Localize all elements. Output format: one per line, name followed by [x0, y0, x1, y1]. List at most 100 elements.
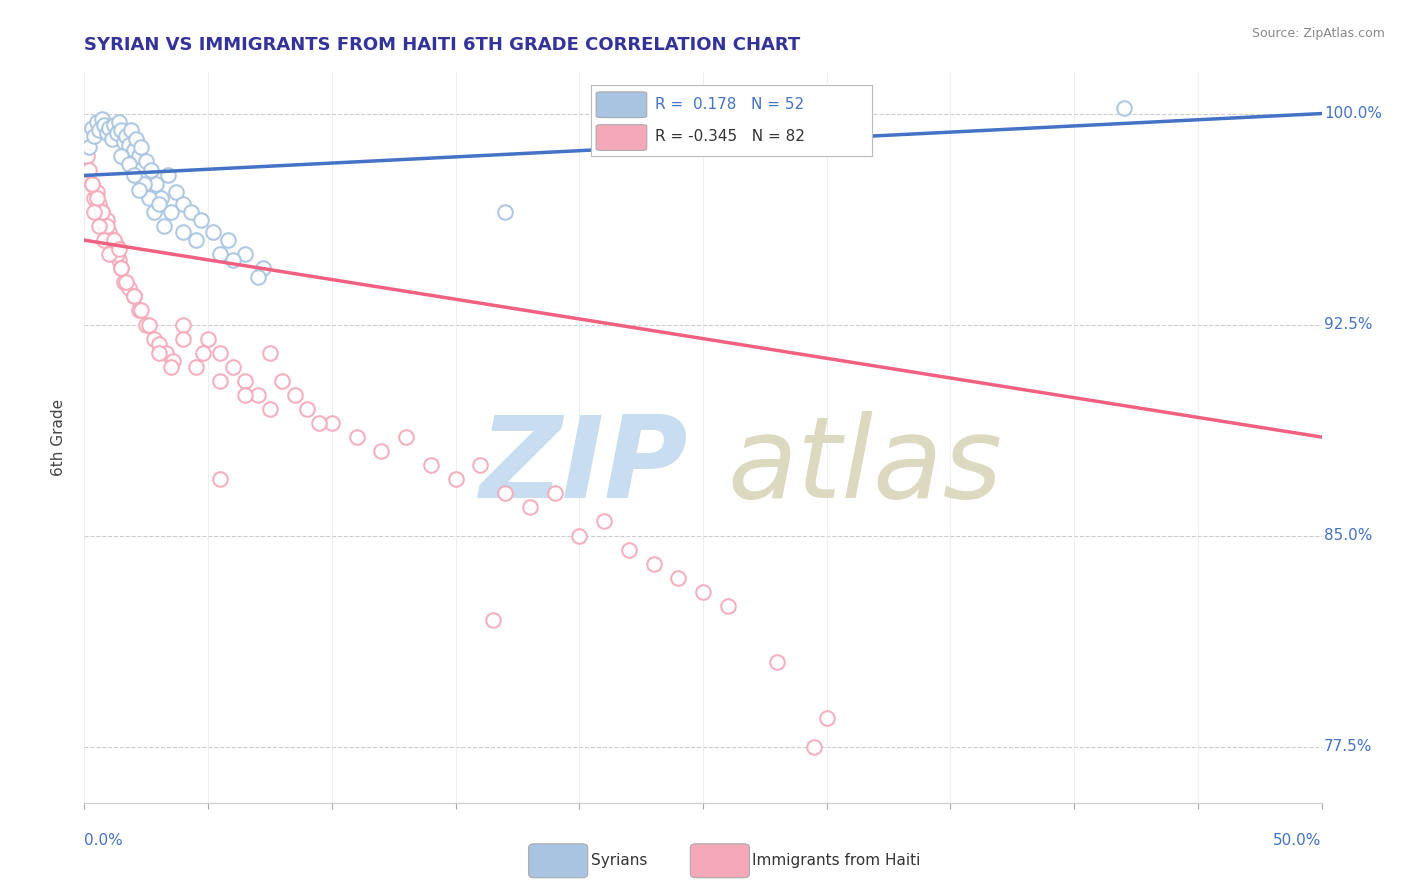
Point [93, 233, 115, 247]
Point [419, 458, 441, 473]
Point [172, 332, 194, 346]
Text: 77.5%: 77.5% [1324, 739, 1372, 754]
Point [108, 252, 131, 267]
Point [103, 233, 125, 247]
Point [93, 219, 115, 233]
Point [494, 205, 516, 219]
Point [89, 196, 111, 211]
Point [148, 337, 170, 351]
Point [83, 205, 105, 219]
Point [172, 196, 194, 211]
Point [148, 345, 170, 359]
Point [1112, 101, 1135, 115]
Point [100, 233, 122, 247]
FancyBboxPatch shape [596, 92, 647, 118]
Point [89, 219, 111, 233]
Text: R = -0.345   N = 82: R = -0.345 N = 82 [655, 128, 806, 144]
Text: 92.5%: 92.5% [1324, 317, 1372, 332]
Point [160, 359, 183, 374]
Point [259, 345, 281, 359]
Point [128, 182, 150, 196]
Point [105, 126, 128, 140]
Point [103, 118, 125, 132]
Text: Source: ZipAtlas.com: Source: ZipAtlas.com [1251, 27, 1385, 40]
Text: ZIP: ZIP [481, 411, 689, 522]
Point [110, 123, 132, 137]
Point [86, 186, 108, 200]
Point [132, 177, 155, 191]
Text: 100.0%: 100.0% [1324, 106, 1382, 121]
Point [129, 303, 152, 318]
Point [617, 542, 640, 557]
Point [79, 162, 101, 177]
Point [90, 112, 112, 127]
Point [321, 416, 343, 430]
Point [180, 205, 202, 219]
Point [105, 239, 128, 253]
Text: SYRIAN VS IMMIGRANTS FROM HAITI 6TH GRADE CORRELATION CHART: SYRIAN VS IMMIGRANTS FROM HAITI 6TH GRAD… [84, 36, 800, 54]
Point [172, 318, 194, 332]
Point [246, 388, 269, 402]
Point [100, 233, 122, 247]
Point [118, 281, 141, 295]
Point [246, 269, 269, 284]
Point [259, 401, 281, 416]
Point [717, 599, 740, 613]
Point [83, 191, 105, 205]
Point [162, 354, 184, 368]
Point [108, 242, 131, 256]
Point [118, 157, 141, 171]
Point [96, 219, 118, 233]
Point [284, 388, 307, 402]
Point [346, 430, 368, 444]
Point [128, 149, 150, 163]
Point [172, 225, 194, 239]
Text: Immigrants from Haiti: Immigrants from Haiti [752, 854, 921, 868]
Point [145, 177, 167, 191]
Point [184, 359, 207, 374]
Point [100, 132, 122, 146]
Point [233, 388, 256, 402]
Point [115, 276, 138, 290]
Point [494, 486, 516, 500]
Y-axis label: 6th Grade: 6th Grade [51, 399, 66, 475]
Point [122, 289, 145, 303]
Point [160, 205, 183, 219]
Point [666, 571, 689, 585]
Point [692, 584, 714, 599]
Point [217, 233, 239, 247]
Point [103, 247, 125, 261]
Text: atlas: atlas [728, 411, 1002, 522]
Point [308, 416, 330, 430]
Point [138, 191, 160, 205]
Point [209, 472, 232, 486]
Point [96, 126, 118, 140]
Point [593, 515, 616, 529]
Point [93, 118, 115, 132]
Point [766, 655, 789, 669]
Point [222, 252, 245, 267]
Point [295, 401, 318, 416]
Point [80, 120, 103, 135]
Point [86, 115, 108, 129]
Point [141, 162, 163, 177]
Point [112, 135, 135, 149]
Point [110, 261, 132, 276]
Point [96, 213, 118, 227]
Point [112, 276, 135, 290]
Point [110, 261, 132, 276]
Point [129, 140, 152, 154]
Point [209, 345, 232, 359]
Point [150, 191, 173, 205]
Point [815, 711, 838, 725]
Point [138, 318, 160, 332]
Point [148, 196, 170, 211]
Point [271, 374, 294, 388]
Point [519, 500, 541, 515]
Point [80, 177, 103, 191]
Point [209, 247, 232, 261]
Point [197, 332, 219, 346]
Point [122, 143, 145, 157]
Point [90, 205, 112, 219]
Point [395, 430, 418, 444]
